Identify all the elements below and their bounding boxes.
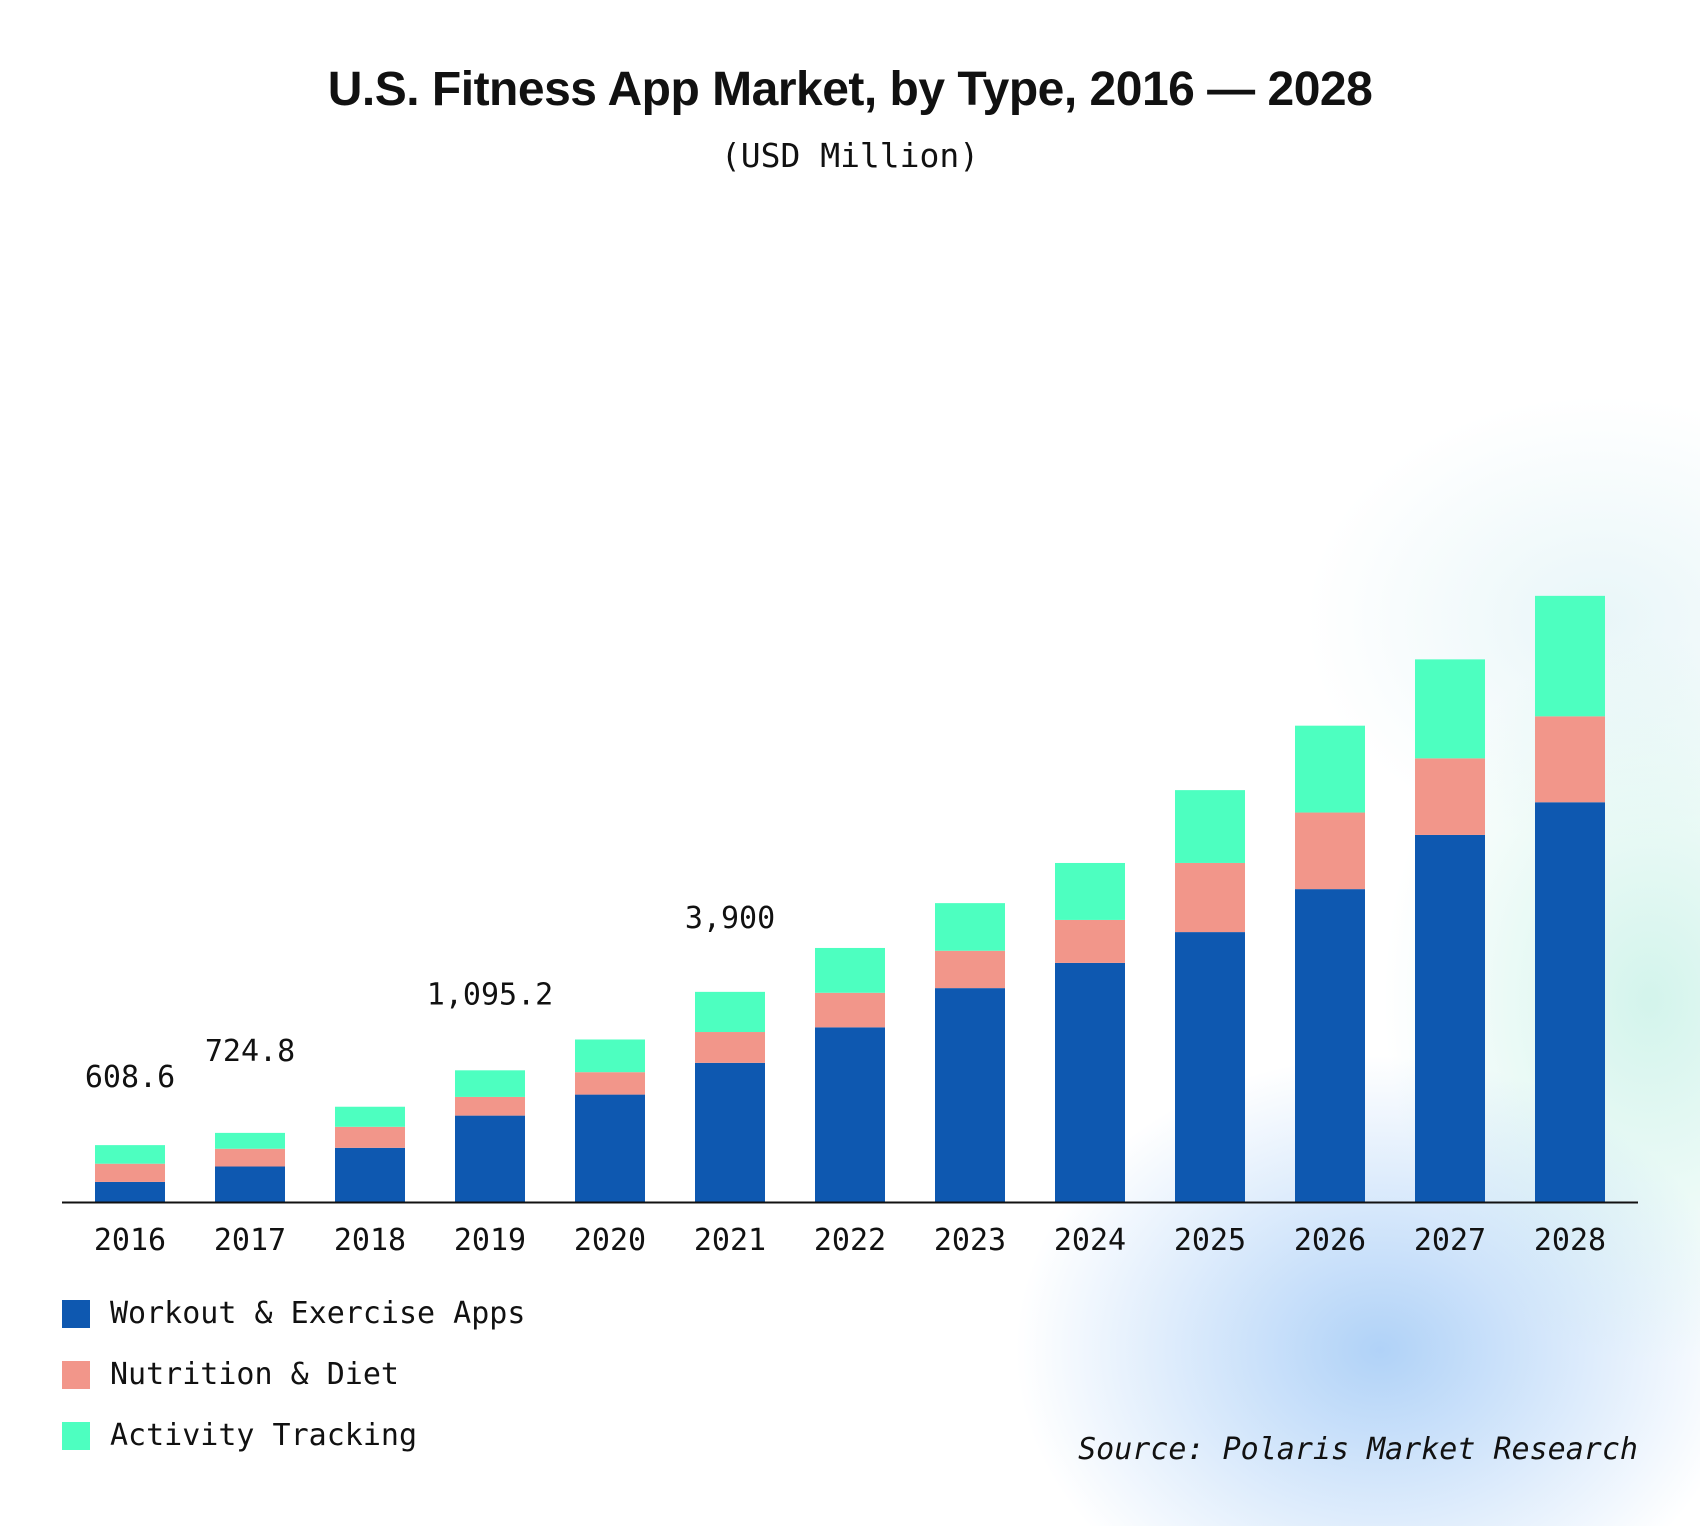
x-tick-label-2016: 2016 bbox=[94, 1223, 166, 1258]
legend-swatch-activity bbox=[62, 1422, 90, 1450]
bar-activity-tracking-2018[interactable] bbox=[335, 1106, 405, 1127]
bar-workout-exercise-apps-2026[interactable] bbox=[1295, 889, 1365, 1202]
bar-nutrition-diet-2024[interactable] bbox=[1055, 919, 1125, 963]
bar-activity-tracking-2024[interactable] bbox=[1055, 862, 1125, 920]
bar-nutrition-diet-2020[interactable] bbox=[575, 1072, 645, 1095]
x-tick-label-2022: 2022 bbox=[814, 1223, 886, 1258]
bar-activity-tracking-2023[interactable] bbox=[935, 903, 1005, 951]
bar-activity-tracking-2017[interactable] bbox=[215, 1132, 285, 1149]
source-credit: Source: Polaris Market Research bbox=[1078, 1432, 1638, 1467]
bar-workout-exercise-apps-2023[interactable] bbox=[935, 988, 1005, 1202]
chart-subtitle: (USD Million) bbox=[720, 136, 980, 175]
bar-workout-exercise-apps-2021[interactable] bbox=[695, 1062, 765, 1202]
x-tick-label-2024: 2024 bbox=[1054, 1223, 1126, 1258]
x-tick-label-2023: 2023 bbox=[934, 1223, 1006, 1258]
x-tick-label-2020: 2020 bbox=[574, 1223, 646, 1258]
legend-label-activity: Activity Tracking bbox=[110, 1418, 418, 1453]
bar-nutrition-diet-2018[interactable] bbox=[335, 1126, 405, 1148]
bar-activity-tracking-2022[interactable] bbox=[815, 947, 885, 993]
bar-nutrition-diet-2019[interactable] bbox=[455, 1096, 525, 1116]
bar-nutrition-diet-2027[interactable] bbox=[1415, 758, 1485, 835]
x-tick-label-2027: 2027 bbox=[1414, 1223, 1486, 1258]
data-label-2019: 1,095.2 bbox=[427, 977, 553, 1012]
legend-label-nutrition: Nutrition & Diet bbox=[110, 1357, 399, 1392]
bar-workout-exercise-apps-2025[interactable] bbox=[1175, 932, 1245, 1202]
x-tick-label-2021: 2021 bbox=[694, 1223, 766, 1258]
bar-workout-exercise-apps-2020[interactable] bbox=[575, 1094, 645, 1202]
bar-workout-exercise-apps-2024[interactable] bbox=[1055, 962, 1125, 1202]
bar-nutrition-diet-2017[interactable] bbox=[215, 1148, 285, 1167]
bar-nutrition-diet-2025[interactable] bbox=[1175, 862, 1245, 933]
bar-activity-tracking-2026[interactable] bbox=[1295, 725, 1365, 813]
bar-workout-exercise-apps-2018[interactable] bbox=[335, 1147, 405, 1202]
bar-nutrition-diet-2028[interactable] bbox=[1535, 716, 1605, 803]
bar-nutrition-diet-2026[interactable] bbox=[1295, 812, 1365, 890]
bar-activity-tracking-2028[interactable] bbox=[1535, 595, 1605, 717]
bar-nutrition-diet-2022[interactable] bbox=[815, 992, 885, 1028]
x-tick-label-2025: 2025 bbox=[1174, 1223, 1246, 1258]
bar-nutrition-diet-2021[interactable] bbox=[695, 1032, 765, 1063]
data-label-2017: 724.8 bbox=[205, 1034, 295, 1069]
bar-activity-tracking-2016[interactable] bbox=[95, 1145, 165, 1164]
bar-activity-tracking-2021[interactable] bbox=[695, 991, 765, 1033]
chart-title: U.S. Fitness App Market, by Type, 2016 —… bbox=[327, 63, 1373, 116]
legend-swatch-nutrition bbox=[62, 1361, 90, 1389]
bar-workout-exercise-apps-2022[interactable] bbox=[815, 1027, 885, 1202]
bar-workout-exercise-apps-2017[interactable] bbox=[215, 1166, 285, 1202]
bar-activity-tracking-2020[interactable] bbox=[575, 1039, 645, 1073]
x-tick-label-2017: 2017 bbox=[214, 1223, 286, 1258]
bar-nutrition-diet-2016[interactable] bbox=[95, 1163, 165, 1182]
bar-activity-tracking-2025[interactable] bbox=[1175, 790, 1245, 863]
bar-activity-tracking-2019[interactable] bbox=[455, 1070, 525, 1097]
x-tick-label-2026: 2026 bbox=[1294, 1223, 1366, 1258]
data-label-2021: 3,900 bbox=[685, 901, 775, 936]
bar-workout-exercise-apps-2019[interactable] bbox=[455, 1115, 525, 1202]
x-tick-label-2018: 2018 bbox=[334, 1223, 406, 1258]
x-tick-label-2019: 2019 bbox=[454, 1223, 526, 1258]
bar-activity-tracking-2027[interactable] bbox=[1415, 659, 1485, 759]
bar-workout-exercise-apps-2016[interactable] bbox=[95, 1181, 165, 1202]
legend-swatch-workout bbox=[62, 1300, 90, 1328]
x-tick-label-2028: 2028 bbox=[1534, 1223, 1606, 1258]
data-label-2016: 608.6 bbox=[85, 1060, 175, 1095]
bar-workout-exercise-apps-2028[interactable] bbox=[1535, 802, 1605, 1202]
legend-label-workout: Workout & Exercise Apps bbox=[110, 1296, 526, 1331]
bar-workout-exercise-apps-2027[interactable] bbox=[1415, 834, 1485, 1202]
bar-nutrition-diet-2023[interactable] bbox=[935, 950, 1005, 989]
